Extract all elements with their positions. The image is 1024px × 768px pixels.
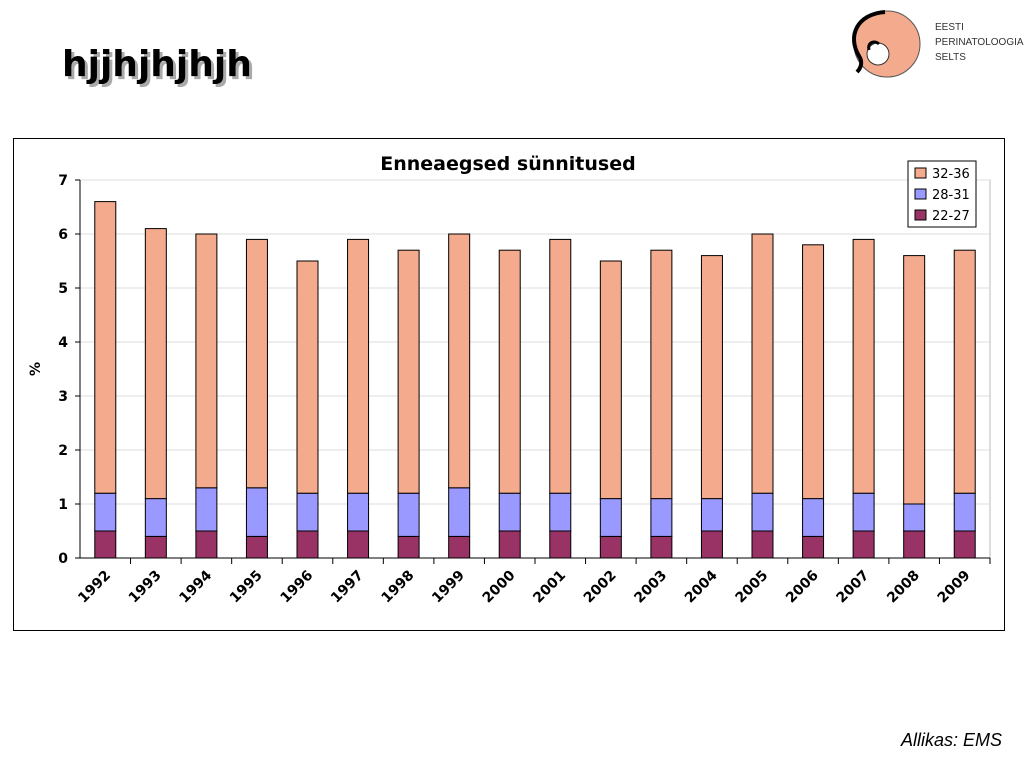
logo-line: PERINATOLOOGIA bbox=[935, 37, 1024, 48]
bar-22-27-1992 bbox=[94, 530, 117, 559]
bar-32-36-2001 bbox=[549, 238, 572, 494]
bar-28-31-2002 bbox=[599, 498, 622, 537]
bar-32-36-2002 bbox=[599, 260, 622, 500]
x-tick-label: 2002 bbox=[581, 568, 620, 607]
y-tick-label: 4 bbox=[58, 335, 68, 351]
x-tick-label: 2001 bbox=[530, 568, 569, 607]
bar-22-27-2007 bbox=[852, 530, 875, 559]
x-tick-label: 1995 bbox=[227, 568, 266, 607]
logo-emblem-icon bbox=[852, 10, 921, 78]
x-tick-label: 2007 bbox=[834, 568, 873, 607]
x-tick-label: 1997 bbox=[328, 568, 367, 607]
x-tick-label: 2003 bbox=[631, 568, 670, 607]
bar-22-27-1999 bbox=[448, 535, 471, 559]
bar-32-36-2000 bbox=[498, 249, 521, 494]
bar-28-31-2007 bbox=[852, 492, 875, 532]
legend-swatch-22-27 bbox=[914, 209, 927, 221]
bar-32-36-1997 bbox=[347, 238, 370, 494]
bar-32-36-1993 bbox=[144, 228, 167, 500]
legend-swatch-32-36 bbox=[914, 167, 927, 179]
bar-28-31-2000 bbox=[498, 492, 521, 532]
chart-frame bbox=[13, 138, 1005, 631]
x-tick-label: 2008 bbox=[884, 568, 923, 607]
bar-28-31-2004 bbox=[700, 498, 723, 532]
bar-32-36-2003 bbox=[650, 249, 673, 500]
bar-22-27-1993 bbox=[144, 535, 167, 559]
x-tick-label: 2009 bbox=[935, 568, 974, 607]
bar-22-27-1997 bbox=[347, 530, 370, 559]
y-tick-label: 7 bbox=[58, 173, 68, 189]
x-tick-label: 2006 bbox=[783, 568, 822, 607]
x-tick-label: 1999 bbox=[429, 568, 468, 607]
slide-title: hjjhjhjhjh bbox=[62, 44, 252, 85]
y-axis-label: % bbox=[28, 362, 44, 376]
bar-32-36-2007 bbox=[852, 238, 875, 494]
y-tick-label: 6 bbox=[58, 227, 68, 243]
legend: 32-36 28-31 22-27 bbox=[907, 160, 977, 228]
bar-28-31-2001 bbox=[549, 492, 572, 532]
bar-22-27-1996 bbox=[296, 530, 319, 559]
bar-28-31-2003 bbox=[650, 498, 673, 537]
y-tick-label: 1 bbox=[58, 497, 68, 513]
bar-22-27-1995 bbox=[245, 535, 268, 559]
bar-32-36-1998 bbox=[397, 249, 420, 494]
bar-32-36-2004 bbox=[700, 255, 723, 500]
bar-28-31-1995 bbox=[245, 487, 268, 537]
y-tick-label: 5 bbox=[58, 281, 68, 297]
bar-32-36-1999 bbox=[448, 233, 471, 489]
bar-32-36-2009 bbox=[953, 249, 976, 494]
bar-22-27-2006 bbox=[802, 535, 825, 559]
bar-28-31-1994 bbox=[195, 487, 218, 532]
bar-22-27-2000 bbox=[498, 530, 521, 559]
legend-label: 22-27 bbox=[932, 209, 970, 224]
source-note: Allikas: EMS bbox=[900, 730, 1002, 750]
logo-line: EESTI bbox=[935, 22, 964, 33]
bar-32-36-1994 bbox=[195, 233, 218, 489]
chart-title: Enneaegsed sünnitused bbox=[380, 153, 635, 175]
bar-28-31-2008 bbox=[903, 503, 926, 532]
y-tick-label: 0 bbox=[58, 551, 68, 567]
bar-22-27-2009 bbox=[953, 530, 976, 559]
x-tick-label: 1992 bbox=[75, 568, 114, 607]
legend-swatch-28-31 bbox=[914, 188, 927, 200]
legend-label: 28-31 bbox=[932, 188, 970, 203]
bar-22-27-2008 bbox=[903, 530, 926, 559]
bar-28-31-2006 bbox=[802, 498, 825, 537]
x-tick-label: 1996 bbox=[277, 568, 316, 607]
bar-32-36-2006 bbox=[802, 244, 825, 500]
legend-label: 32-36 bbox=[932, 167, 970, 182]
bar-28-31-1997 bbox=[347, 492, 370, 532]
y-tick-label: 3 bbox=[58, 389, 68, 405]
bar-32-36-2008 bbox=[903, 255, 926, 505]
plot-area bbox=[79, 179, 991, 559]
bar-22-27-2005 bbox=[751, 530, 774, 559]
x-tick-label: 1993 bbox=[126, 568, 165, 607]
logo: EESTI PERINATOLOOGIA SELTS bbox=[845, 6, 1024, 86]
bar-22-27-1998 bbox=[397, 535, 420, 559]
bar-22-27-2002 bbox=[599, 535, 622, 559]
y-tick-label: 2 bbox=[58, 443, 68, 459]
x-tick-label: 1998 bbox=[379, 568, 418, 607]
bar-32-36-1995 bbox=[245, 238, 268, 489]
bar-28-31-1999 bbox=[448, 487, 471, 537]
bar-28-31-1993 bbox=[144, 498, 167, 537]
x-tick-label: 1994 bbox=[176, 567, 215, 606]
bar-32-36-2005 bbox=[751, 233, 774, 494]
bar-22-27-2004 bbox=[700, 530, 723, 559]
x-tick-label: 2000 bbox=[480, 567, 519, 606]
bar-28-31-2005 bbox=[751, 492, 774, 532]
bar-28-31-2009 bbox=[953, 492, 976, 532]
x-tick-label: 2005 bbox=[732, 568, 771, 607]
bar-22-27-2001 bbox=[549, 530, 572, 559]
logo-line: SELTS bbox=[935, 52, 966, 63]
bar-28-31-1992 bbox=[94, 492, 117, 532]
bar-32-36-1996 bbox=[296, 260, 319, 494]
bar-22-27-2003 bbox=[650, 535, 673, 559]
bar-28-31-1998 bbox=[397, 492, 420, 537]
x-tick-label: 2004 bbox=[682, 567, 721, 606]
bar-32-36-1992 bbox=[94, 201, 117, 494]
bar-22-27-1994 bbox=[195, 530, 218, 559]
bar-28-31-1996 bbox=[296, 492, 319, 532]
